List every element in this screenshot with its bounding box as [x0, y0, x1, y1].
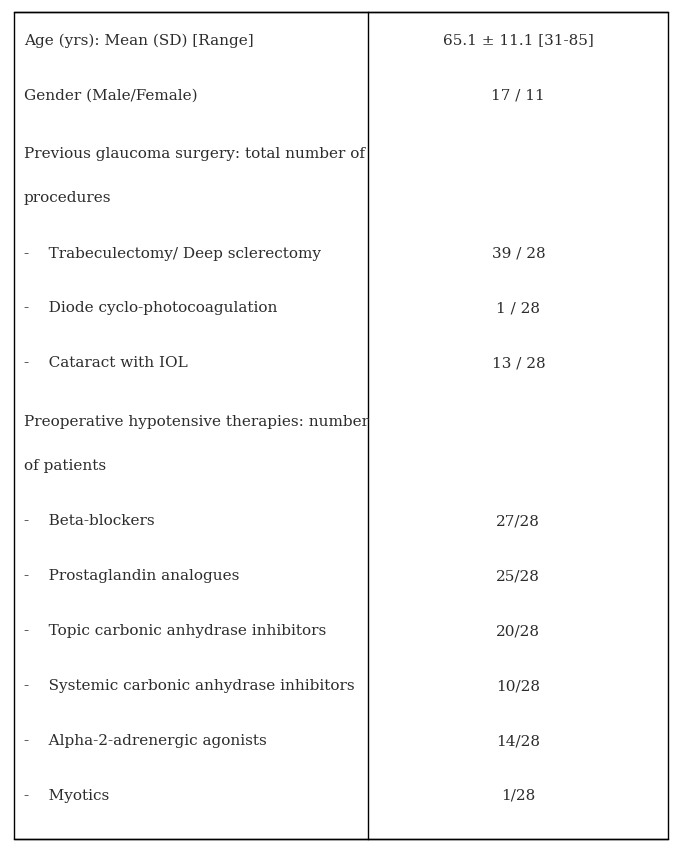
Text: -    Alpha-2-adrenergic agonists: - Alpha-2-adrenergic agonists — [24, 734, 267, 747]
Text: 14/28: 14/28 — [496, 734, 540, 747]
Text: -    Cataract with IOL: - Cataract with IOL — [24, 356, 188, 370]
Text: Age (yrs): Mean (SD) [Range]: Age (yrs): Mean (SD) [Range] — [24, 33, 254, 48]
Text: of patients: of patients — [24, 458, 106, 473]
Text: 17 / 11: 17 / 11 — [492, 89, 545, 102]
Text: 27/28: 27/28 — [496, 514, 540, 527]
Text: -    Diode cyclo-photocoagulation: - Diode cyclo-photocoagulation — [24, 301, 278, 315]
Text: Previous glaucoma surgery: total number of: Previous glaucoma surgery: total number … — [24, 147, 365, 161]
Text: 1 / 28: 1 / 28 — [496, 301, 540, 315]
Text: -    Beta-blockers: - Beta-blockers — [24, 514, 155, 527]
Text: -    Prostaglandin analogues: - Prostaglandin analogues — [24, 568, 239, 583]
Text: 65.1 ± 11.1 [31-85]: 65.1 ± 11.1 [31-85] — [443, 33, 594, 48]
Text: 10/28: 10/28 — [496, 678, 540, 693]
Text: procedures: procedures — [24, 191, 111, 205]
Text: Preoperative hypotensive therapies: number: Preoperative hypotensive therapies: numb… — [24, 414, 369, 429]
Text: -    Systemic carbonic anhydrase inhibitors: - Systemic carbonic anhydrase inhibitors — [24, 678, 355, 693]
Text: -    Topic carbonic anhydrase inhibitors: - Topic carbonic anhydrase inhibitors — [24, 624, 326, 637]
Text: 39 / 28: 39 / 28 — [492, 246, 545, 260]
Text: 25/28: 25/28 — [496, 568, 540, 583]
Text: Gender (Male/Female): Gender (Male/Female) — [24, 89, 198, 102]
Text: 1/28: 1/28 — [501, 788, 535, 802]
Text: -    Myotics: - Myotics — [24, 788, 109, 802]
Text: 13 / 28: 13 / 28 — [492, 356, 545, 370]
Text: -    Trabeculectomy/ Deep sclerectomy: - Trabeculectomy/ Deep sclerectomy — [24, 246, 321, 260]
Text: 20/28: 20/28 — [496, 624, 540, 637]
